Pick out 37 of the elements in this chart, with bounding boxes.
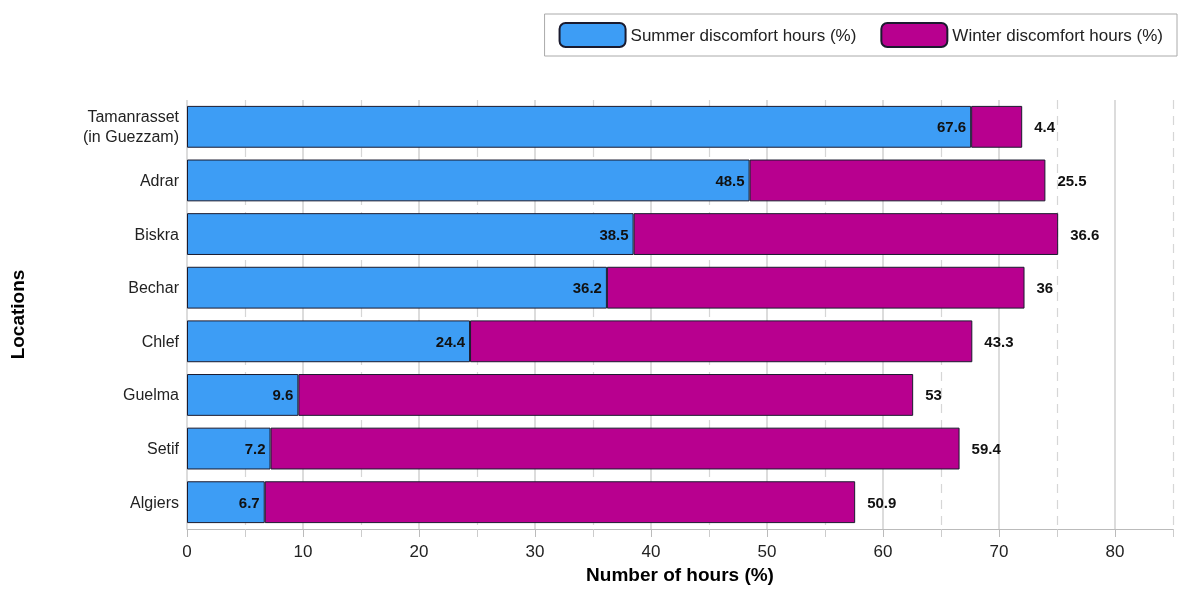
y-tick-label: Bechar [128,279,180,297]
y-axis-title: Locations [7,269,28,360]
x-tick-label: 60 [873,542,893,561]
x-tick-label: 30 [525,542,545,561]
data-label: 36.6 [1070,225,1100,243]
legend-label: Winter discomfort hours (%) [952,25,1164,45]
legend-label: Summer discomfort hours (%) [630,25,857,45]
y-tick-label: Chlef [141,332,180,350]
y-tick-label: Tamanrasset (in Guezzam) [82,108,180,146]
data-label: 24.4 [435,332,466,350]
data-label: 38.5 [599,225,629,243]
y-tick-label: Biskra [134,225,180,243]
y-tick-label: Setif [146,440,180,458]
data-label: 59.4 [971,440,1002,458]
data-label: 36 [1036,279,1054,297]
data-label: 6.7 [238,493,260,511]
data-label: 43.3 [984,332,1014,350]
data-label: 4.4 [1034,118,1056,136]
data-label: 50.9 [867,493,897,511]
y-tick-label: Guelma [122,386,180,404]
x-tick-label: 20 [409,542,429,561]
x-tick-label: 50 [757,542,777,561]
data-label: 7.2 [244,440,266,458]
data-label: 53 [925,386,942,404]
x-tick-label: 0 [182,542,192,561]
data-label: 67.6 [936,118,967,136]
x-axis-title: Number of hours (%) [586,563,774,585]
data-label: 9.6 [272,386,294,404]
x-tick-label: 10 [293,542,313,561]
data-label: 36.2 [572,279,602,297]
y-tick-label: Algiers [130,493,179,511]
data-label: 25.5 [1057,171,1087,189]
y-tick-label: Adrar [139,171,180,189]
data-label: 48.5 [715,171,745,189]
x-tick-label: 80 [1105,542,1125,561]
x-tick-label: 40 [641,542,661,561]
x-tick-label: 70 [989,542,1009,561]
